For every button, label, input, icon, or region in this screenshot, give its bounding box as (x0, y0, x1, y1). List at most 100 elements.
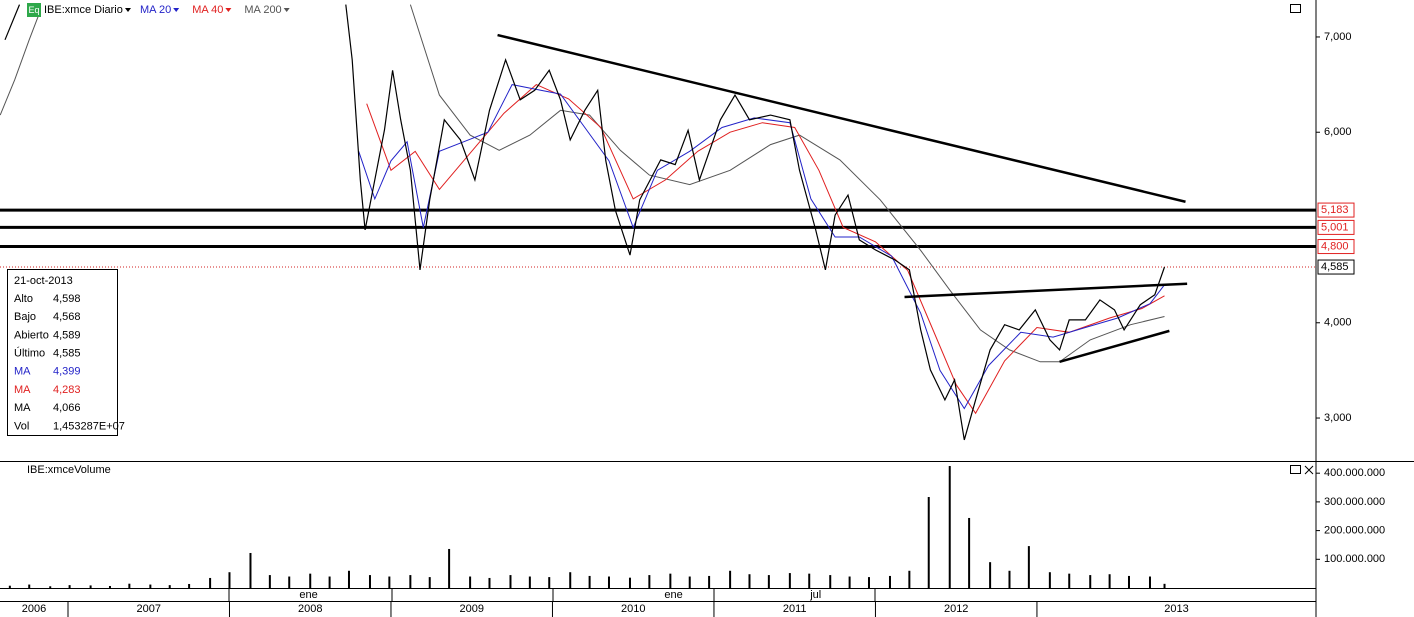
volume-bar (628, 577, 631, 588)
trendline (497, 33, 1186, 203)
level-label: 5,183 (1321, 204, 1349, 216)
close-button[interactable] (1304, 465, 1314, 475)
price-line (4, 4, 1166, 441)
volume-bar (448, 548, 451, 588)
info-value: 4,066 (53, 402, 81, 414)
volume-bar (1163, 583, 1166, 588)
maximize-button[interactable] (1290, 465, 1301, 474)
volume-bar (669, 573, 672, 588)
volume-bar (1089, 575, 1092, 588)
level-label: 5,001 (1321, 221, 1349, 233)
volume-bar (249, 552, 252, 588)
volume-bar (767, 575, 770, 588)
volume-bar (469, 576, 472, 588)
volume-bar (528, 576, 531, 588)
year-label: 2011 (783, 603, 807, 615)
info-label: Vol (14, 420, 29, 432)
month-label: ene (299, 589, 317, 601)
symbol-label[interactable]: IBE:xmce Diario (44, 4, 123, 16)
level-label-box (1317, 239, 1355, 255)
y-tick-label: 400.000.000 (1324, 467, 1385, 479)
volume-bar (648, 575, 651, 588)
dropdown-arrow[interactable] (173, 8, 180, 12)
moving-average (358, 84, 1165, 410)
volume-bar (8, 585, 11, 588)
dropdown-arrow[interactable] (283, 8, 290, 12)
info-label: Último (14, 347, 45, 360)
volume-bar (1008, 570, 1011, 588)
info-label: MA (14, 384, 31, 396)
month-label: jul (809, 589, 821, 601)
volume-bar (1108, 574, 1111, 588)
dropdown-arrow[interactable] (225, 8, 232, 12)
volume-bar (548, 577, 551, 588)
info-value: 1,453287E+07 (53, 420, 125, 432)
volume-bar (607, 576, 610, 588)
info-value: 4,585 (53, 348, 81, 360)
y-tick-label: 300.000.000 (1324, 496, 1385, 508)
volume-bar (1127, 575, 1130, 588)
info-value: 4,568 (53, 311, 81, 323)
info-panel-box (7, 269, 118, 436)
volume-bar (128, 583, 131, 588)
volume-bar (368, 575, 371, 588)
y-tick-label: 3,000 (1324, 412, 1352, 424)
y-tick-label: 4,000 (1324, 317, 1352, 329)
level-label-box (1317, 202, 1355, 218)
volume-bar (188, 583, 191, 588)
plot-layer (0, 4, 1316, 588)
year-label: 2007 (136, 603, 160, 615)
volume-bar (867, 577, 870, 588)
volume-bar (948, 466, 951, 588)
y-tick-label: 200.000.000 (1324, 525, 1385, 537)
volume-title: IBE:xmceVolume (27, 464, 111, 476)
info-label: Bajo (14, 311, 36, 323)
year-label: 2008 (298, 603, 322, 615)
eq-badge[interactable] (27, 3, 41, 17)
volume-bar (488, 577, 491, 588)
level-label: 4,800 (1321, 240, 1349, 252)
volume-bar (729, 570, 732, 588)
info-value: 4,399 (53, 366, 81, 378)
y-tick-label: 100.000.000 (1324, 553, 1385, 565)
y-tick-label: 6,000 (1324, 126, 1352, 138)
volume-bar (688, 576, 691, 588)
volume-bar (328, 576, 331, 588)
dropdown-arrow[interactable] (125, 8, 131, 12)
volume-bar (788, 573, 791, 588)
volume-bar (347, 570, 350, 588)
moving-average (0, 4, 1165, 363)
trendline (1059, 329, 1170, 364)
volume-bar (309, 573, 312, 588)
info-label: MA (14, 402, 31, 414)
volume-bar (409, 575, 412, 588)
volume-bar (28, 584, 31, 588)
maximize-button[interactable] (1290, 4, 1301, 13)
info-value: 4,589 (53, 329, 81, 341)
eq-badge-text: Eq (28, 5, 39, 15)
year-label: 2010 (621, 603, 645, 615)
volume-bar (588, 575, 591, 588)
year-label: 2009 (459, 603, 483, 615)
y-tick-label: 7,000 (1324, 31, 1352, 43)
legend-entry[interactable]: MA 20 (140, 4, 171, 16)
volume-bar (388, 576, 391, 588)
volume-bar (1068, 573, 1071, 588)
legend-entry[interactable]: MA 40 (192, 4, 223, 16)
level-label-box (1317, 219, 1355, 235)
month-label: ene (664, 589, 682, 601)
volume-bar (1148, 576, 1151, 588)
info-panel: 21-oct-2013 Alto 4,598 Bajo 4,568 Abierto 4,58… (7, 269, 125, 436)
info-label: MA (14, 366, 31, 378)
volume-bar (288, 576, 291, 588)
volume-bar (829, 575, 832, 588)
volume-bar (49, 586, 52, 588)
volume-bar (89, 585, 92, 588)
legend-entry[interactable]: MA 200 (244, 4, 281, 16)
last-price-box (1317, 259, 1355, 275)
volume-bar (927, 497, 930, 588)
volume-bar (209, 577, 212, 588)
volume-bar (168, 585, 171, 588)
